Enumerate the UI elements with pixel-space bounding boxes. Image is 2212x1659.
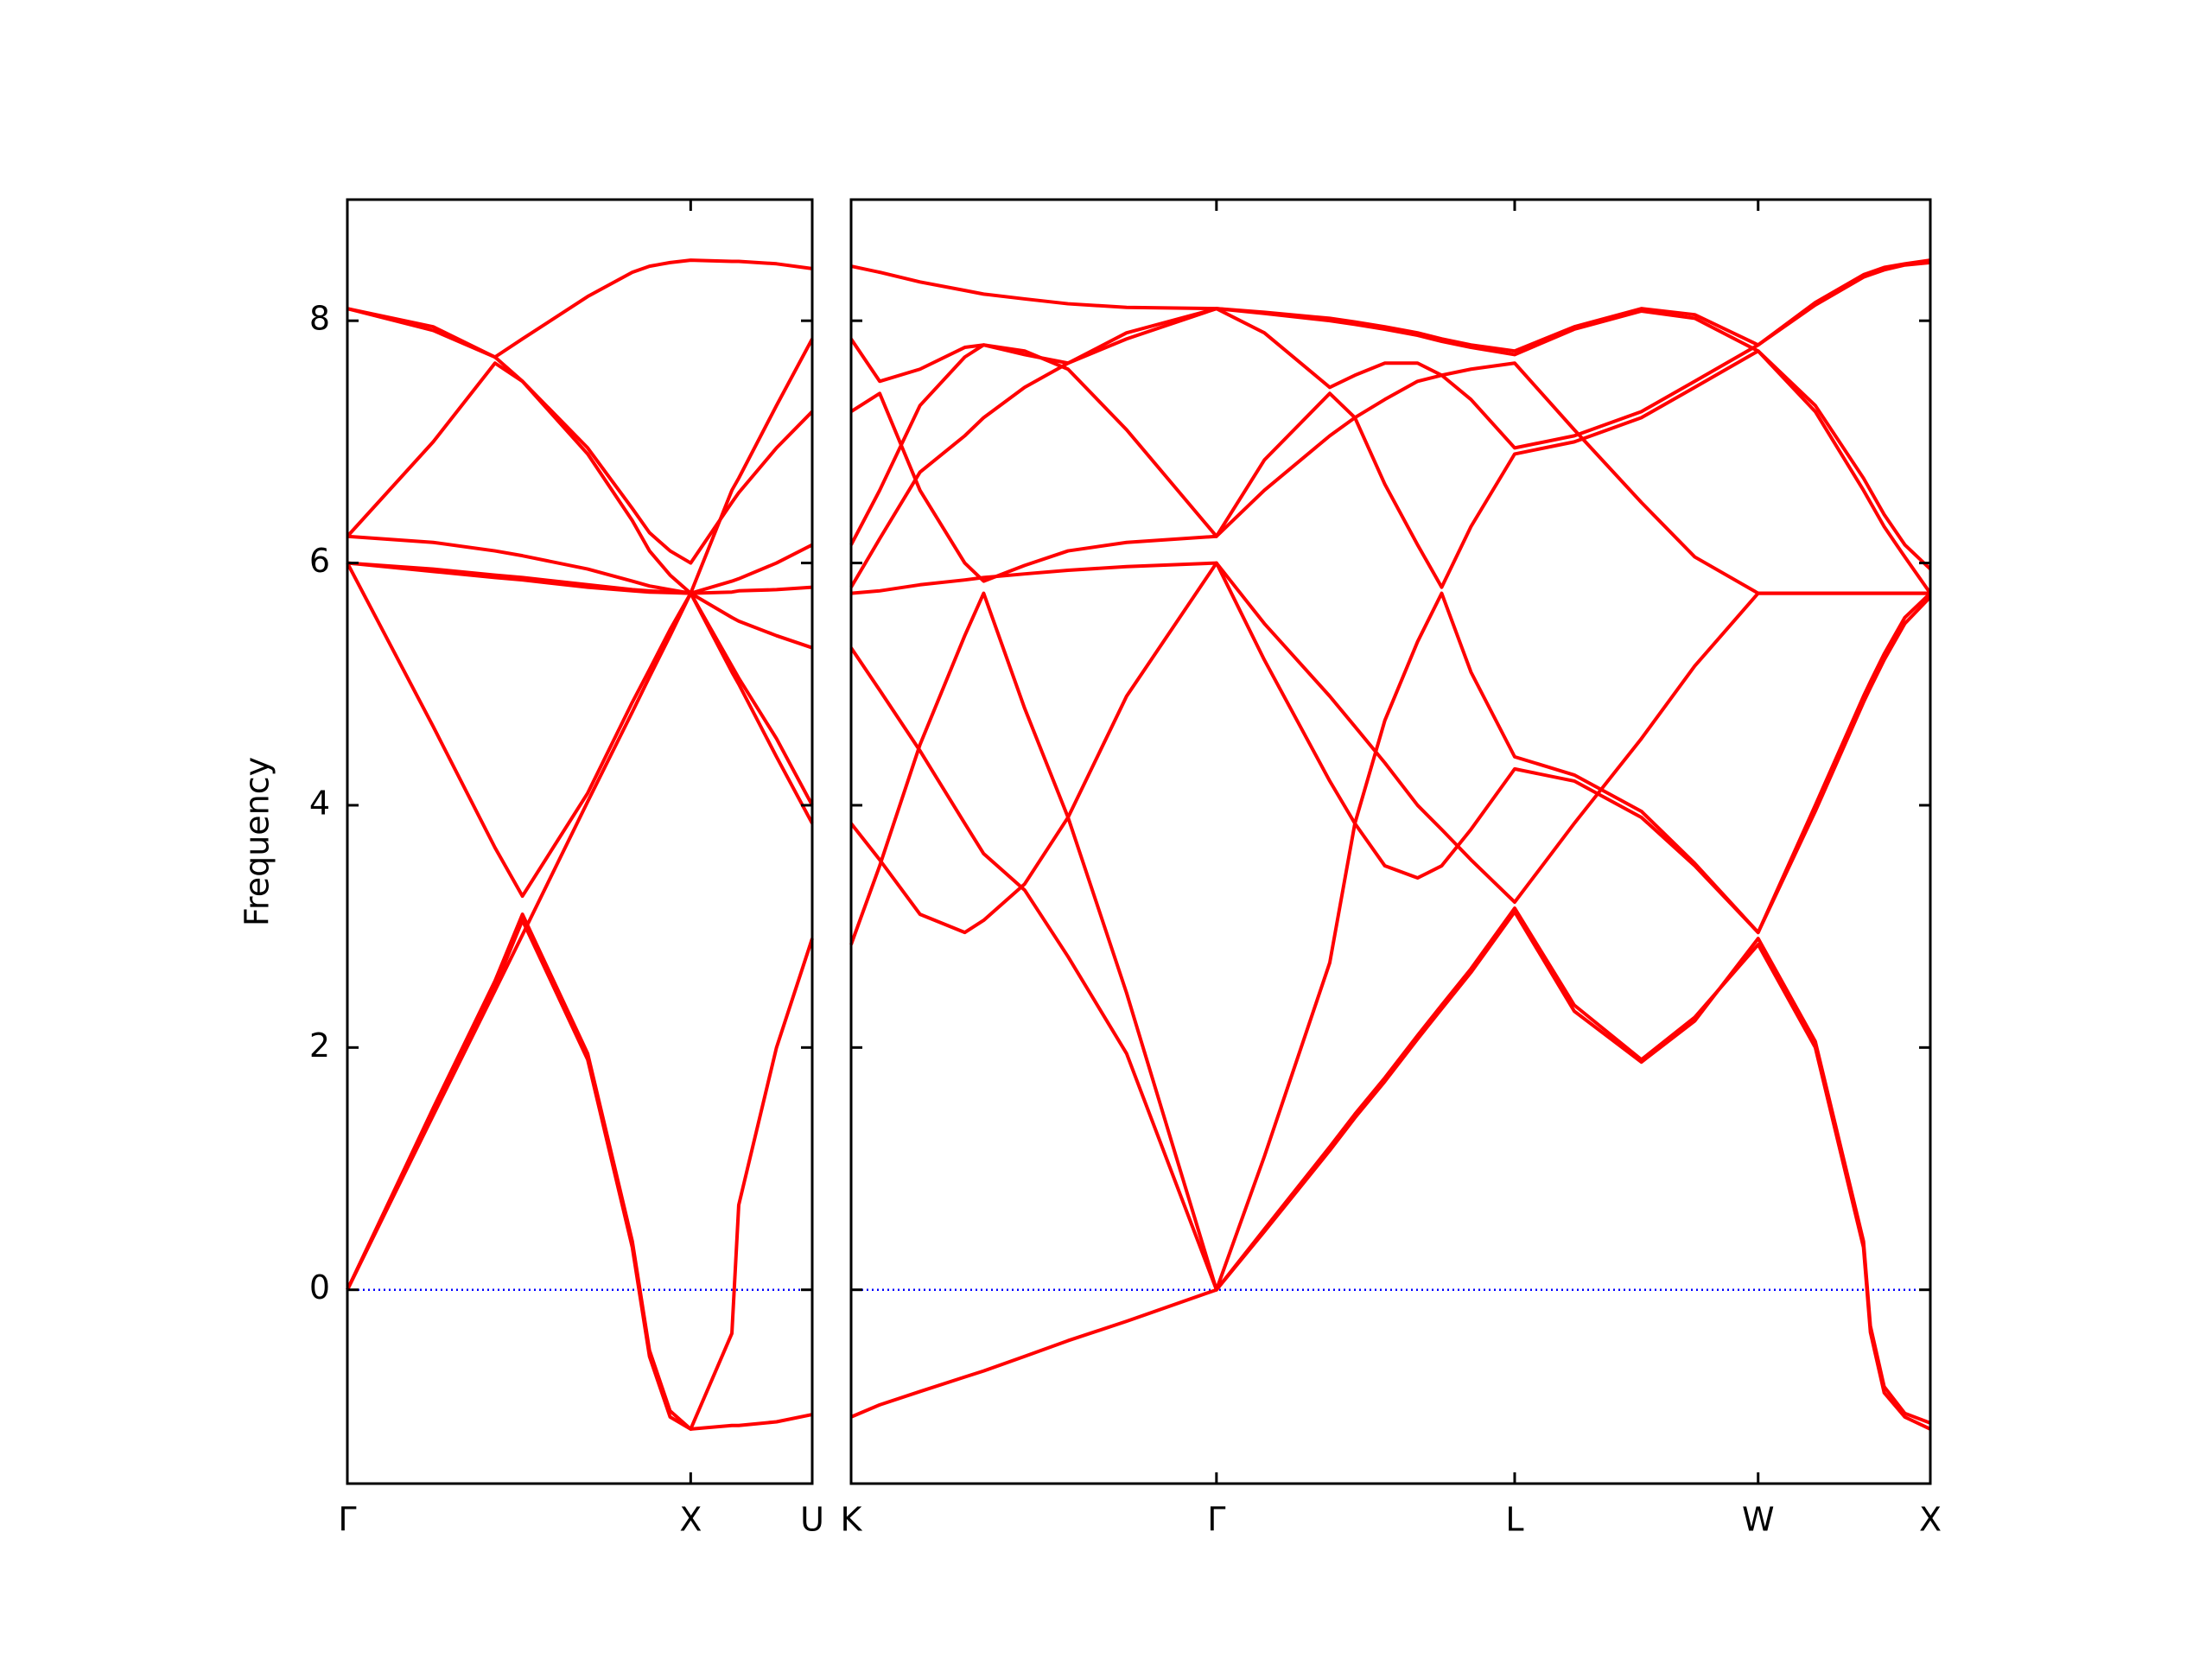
plot-frame	[849, 198, 1932, 1485]
y-axis-label: Frequency	[238, 757, 276, 926]
x-tick-label: U	[800, 1501, 824, 1539]
band-line	[346, 912, 813, 1431]
x-tick-label: Γ	[338, 1501, 356, 1539]
y-tick-label: 4	[309, 784, 330, 822]
x-tick-label: X	[679, 1501, 702, 1539]
band-line	[346, 534, 813, 650]
band-line	[346, 307, 814, 595]
band-line	[849, 258, 1931, 588]
band-line	[849, 260, 1931, 384]
y-tick-label: 6	[309, 542, 330, 580]
x-tick-label: Γ	[1207, 1501, 1225, 1539]
band-line	[849, 343, 1930, 595]
x-tick-label: W	[1742, 1501, 1775, 1539]
y-tick-label: 0	[309, 1268, 330, 1306]
plot-frame	[346, 198, 814, 1485]
x-tick-label: L	[1505, 1501, 1523, 1539]
band-line	[346, 918, 814, 1431]
y-tick-label: 2	[309, 1027, 330, 1065]
band-line	[346, 561, 813, 595]
x-tick-label: K	[841, 1501, 863, 1539]
band-line	[849, 646, 1931, 1425]
band-line	[346, 562, 814, 899]
x-tick-label: X	[1919, 1501, 1942, 1539]
band-line	[850, 906, 1931, 1431]
band-line	[850, 264, 1932, 594]
y-tick-label: 8	[309, 300, 330, 338]
band-line	[850, 561, 1930, 905]
band-line	[346, 258, 813, 359]
band-line	[849, 561, 1932, 935]
band-line	[346, 361, 814, 565]
band-line	[849, 349, 1932, 589]
band-line	[849, 591, 1932, 1292]
